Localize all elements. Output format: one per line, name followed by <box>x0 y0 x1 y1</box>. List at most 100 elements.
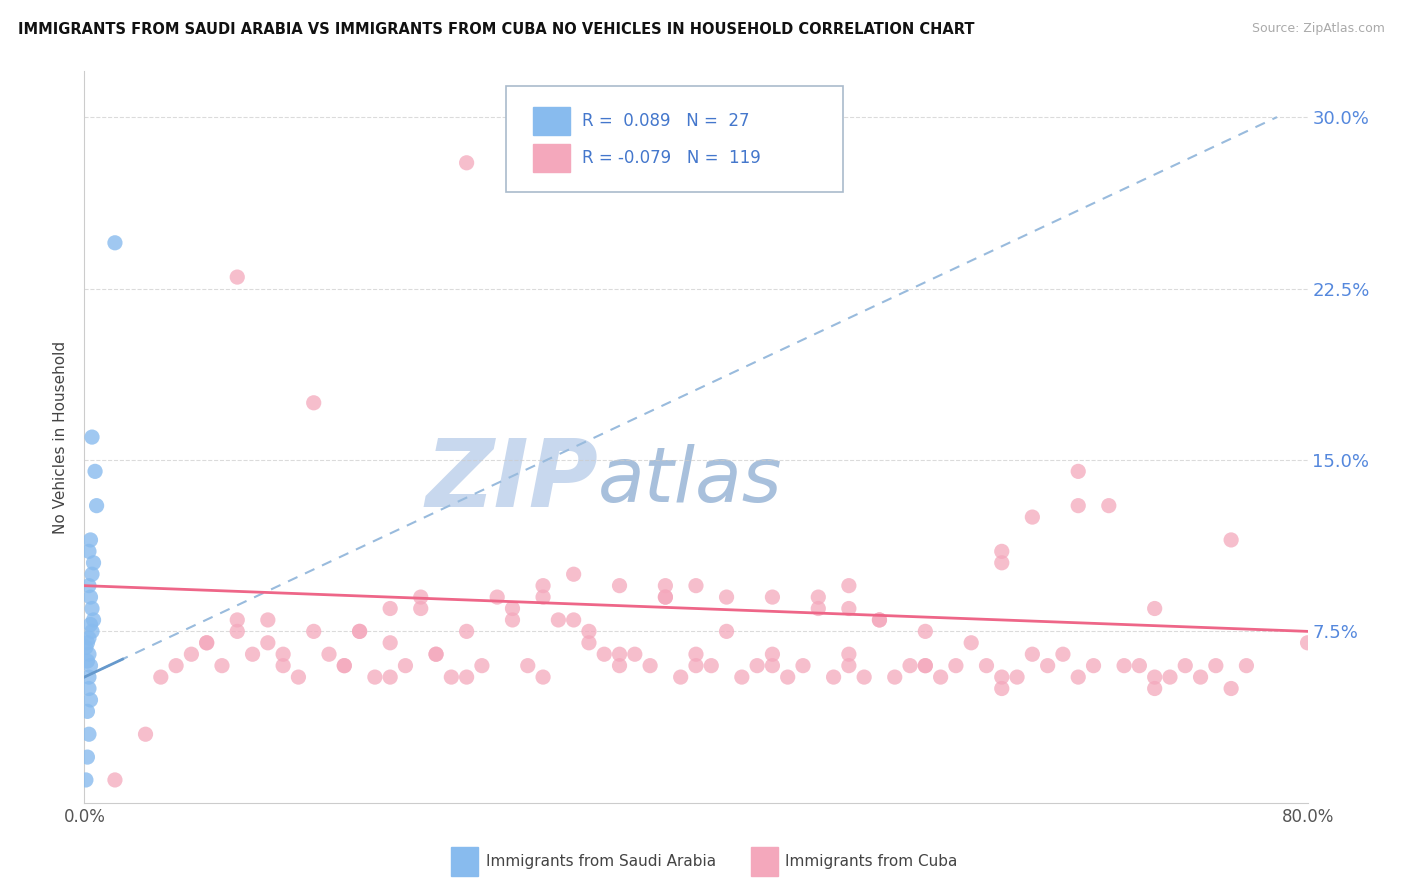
Point <box>609 579 631 593</box>
Point <box>1220 681 1243 696</box>
Point <box>776 670 799 684</box>
Point <box>80 624 103 639</box>
Point <box>77 544 100 558</box>
Point <box>80 601 103 615</box>
Point <box>991 544 1014 558</box>
Point <box>83 613 105 627</box>
Point <box>456 155 478 169</box>
Point <box>1021 647 1043 661</box>
Point <box>531 579 554 593</box>
Point <box>1098 499 1121 513</box>
Point <box>960 636 983 650</box>
Point <box>349 624 371 639</box>
Point <box>394 658 416 673</box>
Point <box>149 670 172 684</box>
Point <box>76 636 98 650</box>
Point <box>593 647 616 661</box>
Point <box>1296 636 1319 650</box>
Point <box>287 670 309 684</box>
Point <box>1036 658 1059 673</box>
Point <box>562 613 585 627</box>
Point <box>516 658 538 673</box>
Point <box>271 647 294 661</box>
Point <box>883 670 905 684</box>
Y-axis label: No Vehicles in Household: No Vehicles in Household <box>53 341 69 533</box>
Point <box>486 590 509 604</box>
Point <box>84 464 107 478</box>
Point <box>380 670 402 684</box>
Point <box>685 579 707 593</box>
Point <box>761 658 783 673</box>
Point <box>271 658 294 673</box>
Point <box>226 270 249 285</box>
Point <box>669 670 692 684</box>
Point <box>77 681 100 696</box>
Point <box>823 670 845 684</box>
Point <box>302 624 325 639</box>
Text: Immigrants from Saudi Arabia: Immigrants from Saudi Arabia <box>485 854 716 869</box>
Point <box>440 670 463 684</box>
Point <box>409 590 432 604</box>
Point <box>502 613 524 627</box>
Point <box>531 590 554 604</box>
Point <box>195 636 218 650</box>
Point <box>624 647 647 661</box>
Point <box>747 658 769 673</box>
Point <box>716 590 738 604</box>
Point <box>104 235 127 250</box>
Point <box>80 567 103 582</box>
Point <box>79 693 101 707</box>
Point <box>685 647 707 661</box>
Point <box>257 613 280 627</box>
Point <box>471 658 494 673</box>
Point <box>425 647 447 661</box>
Point <box>1189 670 1212 684</box>
Point <box>1005 670 1028 684</box>
Point <box>1021 510 1043 524</box>
Point <box>914 658 936 673</box>
Point <box>76 654 98 668</box>
Point <box>77 632 100 646</box>
Point <box>77 647 100 661</box>
Point <box>76 750 98 764</box>
Point <box>838 579 860 593</box>
Point <box>991 681 1014 696</box>
Point <box>1205 658 1227 673</box>
Point <box>807 601 830 615</box>
Point <box>976 658 998 673</box>
Point <box>1128 658 1150 673</box>
Point <box>86 499 108 513</box>
Point <box>1143 681 1166 696</box>
Point <box>654 590 676 604</box>
Point <box>609 647 631 661</box>
Point <box>1174 658 1197 673</box>
Point <box>79 590 101 604</box>
Point <box>1067 670 1090 684</box>
Point <box>180 647 202 661</box>
Point <box>638 658 661 673</box>
Point <box>991 670 1014 684</box>
Point <box>531 670 554 684</box>
Point <box>79 658 101 673</box>
Text: atlas: atlas <box>598 444 783 518</box>
Point <box>1067 464 1090 478</box>
Bar <box>533 144 569 171</box>
Text: ZIP: ZIP <box>425 435 598 527</box>
Point <box>898 658 921 673</box>
Point <box>654 579 676 593</box>
Point <box>77 727 100 741</box>
Point <box>654 590 676 604</box>
Point <box>792 658 814 673</box>
Point <box>761 590 783 604</box>
Point <box>226 613 249 627</box>
Point <box>257 636 280 650</box>
Point <box>1083 658 1105 673</box>
Point <box>547 613 569 627</box>
Point <box>165 658 187 673</box>
Point <box>700 658 723 673</box>
Point <box>1159 670 1181 684</box>
Point <box>135 727 157 741</box>
Point <box>456 670 478 684</box>
Point <box>578 636 600 650</box>
Point <box>761 647 783 661</box>
